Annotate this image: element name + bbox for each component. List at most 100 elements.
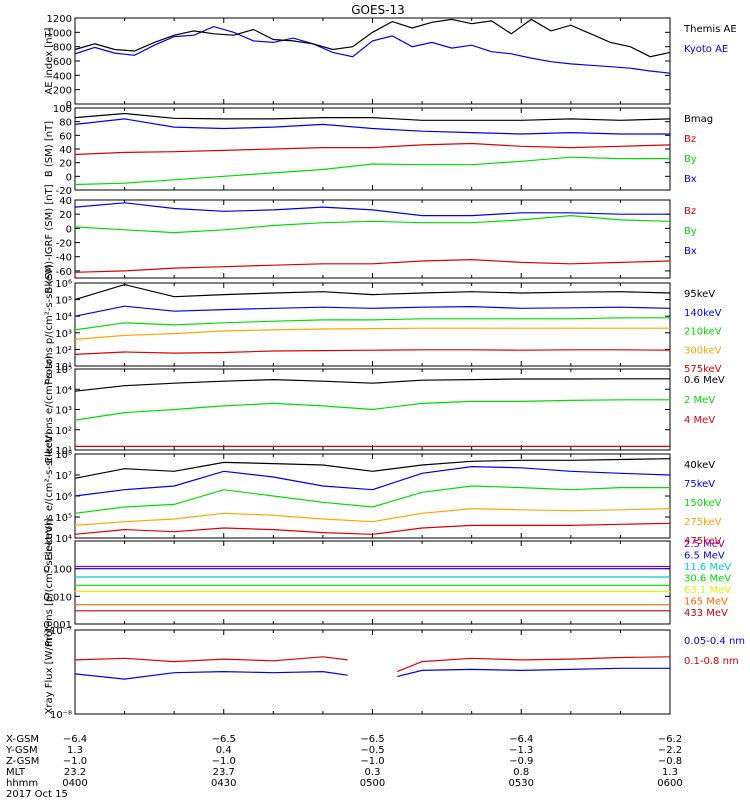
- legend-entry: 475keV: [684, 536, 722, 547]
- y-tick-label: 10⁷: [55, 471, 72, 482]
- legend-entry: 95keV: [684, 289, 715, 300]
- panel-frame: [74, 540, 671, 625]
- series-line-Bz: [74, 142, 671, 156]
- legend-entry: 40keV: [684, 460, 715, 471]
- legend-entry: 433 MeV: [684, 608, 728, 619]
- series-line-2-MeV: [74, 399, 670, 421]
- footer-value-y_gsm: 0.4: [216, 745, 232, 756]
- footer-value-y_gsm: −2.2: [658, 745, 682, 756]
- footer-row-label: 2017 Oct 15: [6, 789, 68, 800]
- y-tick-label: 200: [53, 86, 72, 97]
- footer-value-y_gsm: 1.3: [67, 745, 83, 756]
- series-line-95keV: [74, 283, 671, 301]
- y-tick-label: 10⁶: [55, 492, 72, 503]
- y-tick-label: 10²: [55, 345, 72, 356]
- footer-value-mlt: 23.7: [213, 767, 235, 778]
- footer-row-label: Z-GSM: [6, 756, 39, 767]
- legend-entry: 30.6 MeV: [684, 574, 731, 585]
- series-line-40keV: [74, 458, 671, 479]
- y-tick-label: 0.100: [43, 565, 72, 576]
- y-tick-label: 20: [59, 210, 72, 221]
- legend-entry: By: [684, 226, 697, 237]
- y-axis-label: Electrons e/(cm²-s-sr-keV): [44, 431, 55, 560]
- y-tick-label: 0: [66, 100, 72, 111]
- footer-value-x_gsm: −6.4: [63, 734, 87, 745]
- y-axis-label: AE index [nT]: [44, 27, 55, 94]
- footer-value-hhmm: 0400: [62, 778, 87, 789]
- series-line-Bx: [74, 118, 670, 135]
- series-line-300keV: [74, 327, 670, 340]
- legend-entry: Bz: [684, 206, 696, 217]
- series-line-0-05-0-4-nm: [74, 667, 670, 680]
- y-tick-label: -40: [56, 253, 72, 264]
- footer-value-z_gsm: −0.8: [658, 756, 682, 767]
- series-line-Bx: [74, 202, 670, 217]
- legend-entry: 300keV: [684, 345, 722, 356]
- y-tick-label: 0.010: [43, 592, 72, 603]
- y-axis-label: B (SM)-IGRF (SM) [nT]: [44, 184, 55, 293]
- y-tick-label: 10⁸: [55, 450, 72, 461]
- series-line-275keV: [74, 507, 671, 526]
- y-tick-label: 10⁵: [55, 513, 72, 524]
- y-tick-label: 10²: [55, 426, 72, 437]
- legend-entry: 0.6 MeV: [684, 375, 725, 386]
- footer-value-y_gsm: −0.5: [360, 745, 384, 756]
- y-tick-label: 10³: [55, 329, 72, 340]
- y-axis-label: B (SM) [nT]: [44, 121, 55, 177]
- footer-row-label: MLT: [6, 767, 26, 778]
- y-tick-label: 800: [53, 43, 72, 54]
- legend-entry: Bx: [684, 246, 697, 257]
- panel-frame: [74, 629, 671, 715]
- series-line-475keV: [74, 522, 671, 535]
- panel-2: -60 -40 -20 0 20 40 B (SM)-IGRF (SM) [nT] Bz By B…: [44, 184, 697, 293]
- series-line-150keV: [74, 485, 670, 514]
- y-tick-label: 1000: [47, 28, 72, 39]
- legend-entry: 275keV: [684, 517, 722, 528]
- legend-entry: 140keV: [684, 308, 722, 319]
- panel-frame: [74, 107, 671, 191]
- y-tick-label: 10⁵: [55, 296, 72, 307]
- panel-0: 0 200 400 600 800 1000 1200 AE index [nT] Themis…: [44, 14, 737, 111]
- footer-row-label: hhmm: [6, 778, 38, 789]
- footer-value-hhmm: 0530: [509, 778, 534, 789]
- legend-entry: 0.05-0.4 nm: [684, 636, 745, 647]
- y-tick-label: 100: [53, 104, 72, 115]
- y-tick-label: 10⁶: [55, 279, 72, 290]
- y-tick-label: 10¹: [55, 446, 72, 457]
- series-line-Themis-AE: [74, 18, 671, 58]
- series-line-575keV: [74, 349, 671, 355]
- y-tick-label: 0: [66, 172, 72, 183]
- footer-value-mlt: 1.3: [662, 767, 678, 778]
- legend-entry: 575keV: [684, 364, 722, 375]
- legend-entry: Bmag: [684, 114, 713, 125]
- y-tick-label: -20: [56, 239, 72, 250]
- y-tick-label: 600: [53, 57, 72, 68]
- y-tick-label: 10⁻⁷: [50, 626, 72, 637]
- series-line-0-6-MeV: [74, 378, 670, 392]
- legend-entry: 11.6 MeV: [684, 562, 731, 573]
- y-tick-label: 10⁻⁸: [50, 710, 72, 721]
- panel-frame: [74, 199, 671, 279]
- footer-value-y_gsm: −1.3: [509, 745, 533, 756]
- y-tick-label: -20: [56, 186, 72, 197]
- y-tick-label: 10⁴: [55, 534, 72, 545]
- series-line-By: [74, 156, 670, 186]
- footer-value-hhmm: 0430: [211, 778, 236, 789]
- y-tick-label: 10³: [55, 406, 72, 417]
- chart-title: GOES-13: [351, 3, 405, 17]
- y-tick-label: 10⁴: [55, 312, 72, 323]
- series-line-Bz: [74, 258, 671, 273]
- y-tick-label: 10⁴: [55, 385, 72, 396]
- series-line-Kyoto-AE: [74, 25, 671, 74]
- panel-1: -20 0 20 40 60 80 100 B (SM) [nT] Bmag Bz By Bx: [44, 104, 713, 197]
- series-line-210keV: [74, 317, 670, 331]
- legend-entry: 2.5 MeV: [684, 539, 725, 550]
- legend-entry: 4 MeV: [684, 415, 715, 426]
- series-line-Bmag: [74, 112, 671, 121]
- legend-entry: 150keV: [684, 498, 722, 509]
- legend-entry: 6.5 MeV: [684, 551, 725, 562]
